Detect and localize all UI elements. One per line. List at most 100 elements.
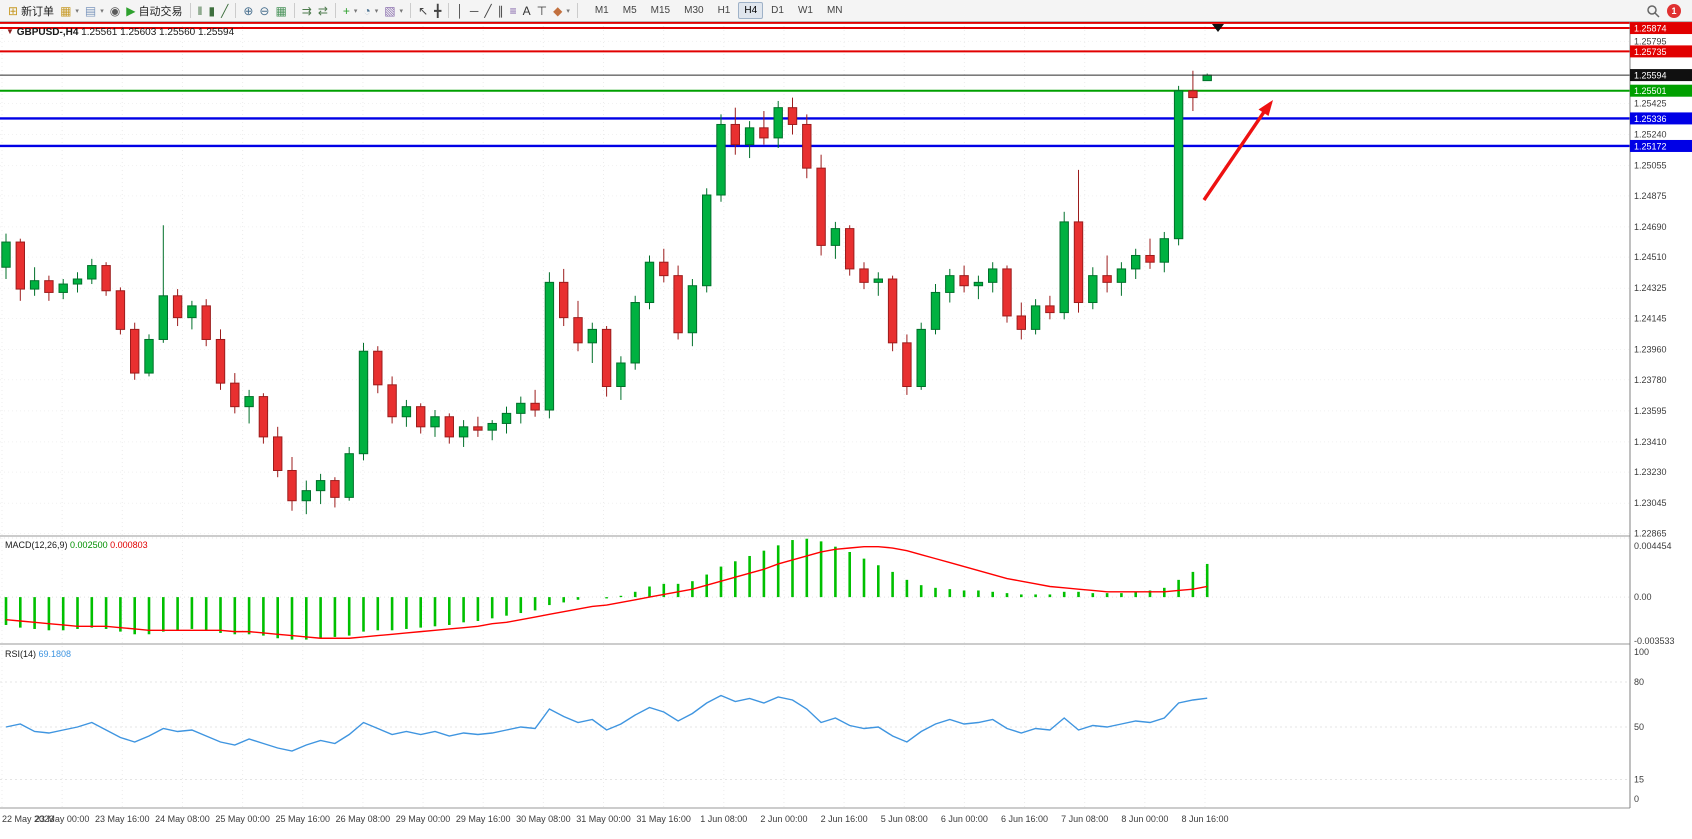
shapes-dropdown-icon[interactable]: ▾ — [566, 7, 570, 15]
chart-canvas[interactable]: 1.25795 1.25425 1.25240 1.25055 1.24875 1.246… — [0, 21, 1692, 839]
trendline-button[interactable]: ╱ — [481, 2, 494, 20]
timeframe-m30-button[interactable]: M30 — [684, 5, 704, 16]
timeframe-m15-button[interactable]: M15 — [650, 5, 671, 16]
price-tag: 1.25172 — [1630, 139, 1692, 152]
macd-signal-value: 0.000803 — [110, 540, 148, 550]
svg-text:100: 100 — [1634, 647, 1649, 657]
horizontal-line-icon: ─ — [469, 3, 479, 18]
zoom-out-button[interactable]: ⊖ — [256, 2, 272, 20]
svg-text:-0.003533: -0.003533 — [1634, 636, 1675, 646]
svg-text:6 Jun 00:00: 6 Jun 00:00 — [941, 814, 988, 824]
svg-text:1.25735: 1.25735 — [1634, 47, 1667, 57]
svg-text:1.23230: 1.23230 — [1634, 467, 1667, 477]
bar-chart-button[interactable]: ‖ — [195, 2, 206, 20]
notification-badge[interactable]: 1 — [1667, 3, 1681, 18]
periods-dropdown-icon[interactable]: ▾ — [374, 7, 379, 15]
timeframe-w1-button[interactable]: W1 — [797, 5, 813, 16]
svg-text:31 May 16:00: 31 May 16:00 — [636, 814, 691, 824]
timeframe-d1-button[interactable]: D1 — [771, 5, 784, 16]
auto-scroll-icon: ⇉ — [301, 3, 312, 18]
svg-text:1.22865: 1.22865 — [1634, 528, 1667, 538]
templates-button[interactable]: ▧ ▾ — [381, 2, 406, 20]
svg-text:1.23045: 1.23045 — [1634, 498, 1667, 508]
timeframe-mn-button[interactable]: MN — [826, 5, 843, 16]
svg-text:25 May 00:00: 25 May 00:00 — [215, 814, 270, 824]
profiles-button[interactable]: ▤ ▾ — [82, 2, 107, 20]
triangle-marker[interactable] — [1212, 24, 1224, 32]
zoom-out-icon: ⊖ — [259, 3, 270, 18]
tile-windows-button[interactable]: ▦ — [272, 2, 289, 20]
svg-text:29 May 00:00: 29 May 00:00 — [396, 814, 451, 824]
crosshair-button[interactable]: ╋ — [431, 2, 444, 20]
shapes-button[interactable]: ◆ ▾ — [550, 2, 573, 20]
symbol-collapse-icon[interactable]: ▼ — [6, 27, 14, 36]
chart-area[interactable]: 1.25795 1.25425 1.25240 1.25055 1.24875 1.246… — [0, 21, 1692, 839]
ohlc-open: 1.25561 — [81, 27, 118, 38]
indicators-button[interactable]: + ▾ — [340, 2, 361, 20]
text-button[interactable]: A — [520, 2, 534, 20]
toolbar-separator — [189, 3, 191, 18]
community-button[interactable]: ◉ — [107, 2, 123, 20]
zoom-in-icon: ⊕ — [243, 3, 254, 18]
candlestick-chart-icon: ▮ — [208, 3, 216, 18]
svg-text:8 Jun 16:00: 8 Jun 16:00 — [1181, 814, 1228, 824]
new-order-button[interactable]: ⊞ 新订单 — [5, 2, 57, 20]
indicators-dropdown-icon[interactable]: ▾ — [353, 7, 358, 15]
timeframe-h4-button[interactable]: H4 — [738, 2, 764, 19]
zoom-in-button[interactable]: ⊕ — [240, 2, 256, 20]
svg-text:6 Jun 16:00: 6 Jun 16:00 — [1001, 814, 1048, 824]
new-chart-dropdown-icon[interactable]: ▾ — [75, 7, 79, 15]
chart-shift-button[interactable]: ⇄ — [315, 2, 331, 20]
ohlc-low: 1.25560 — [159, 27, 196, 38]
timeframe-h1-button[interactable]: H1 — [717, 5, 731, 16]
search-button[interactable] — [1643, 2, 1663, 20]
templates-dropdown-icon[interactable]: ▾ — [399, 7, 404, 15]
candlestick-chart-button[interactable]: ▮ — [205, 2, 218, 20]
auto-scroll-button[interactable]: ⇉ — [299, 2, 315, 20]
svg-text:1.25055: 1.25055 — [1634, 161, 1667, 171]
bar-chart-icon: ‖ — [197, 3, 203, 18]
vertical-line-icon: │ — [456, 3, 464, 18]
fibonacci-icon: ≡ — [509, 3, 517, 18]
community-icon: ◉ — [109, 3, 121, 18]
symbol-name: GBPUSD-,H4 — [16, 27, 79, 38]
new-chart-button[interactable]: ▦ ▾ — [57, 2, 82, 20]
line-chart-button[interactable]: ╱ — [218, 2, 231, 20]
svg-text:1.25336: 1.25336 — [1634, 114, 1667, 124]
timeframe-m1-button[interactable]: M1 — [594, 5, 609, 16]
text-icon: A — [522, 3, 531, 18]
price-axis[interactable]: 1.25795 1.25425 1.25240 1.25055 1.24875 1.246… — [1629, 22, 1692, 839]
channel-button[interactable]: ∥ — [495, 2, 507, 20]
text-label-button[interactable]: ⊤ — [534, 2, 550, 20]
svg-text:1.23780: 1.23780 — [1634, 375, 1667, 385]
svg-text:0.004454: 0.004454 — [1634, 541, 1672, 551]
toolbar-separator — [293, 3, 295, 18]
toolbar-separator — [235, 3, 237, 18]
svg-text:8 Jun 00:00: 8 Jun 00:00 — [1121, 814, 1168, 824]
periods-button[interactable]: ◔ ▾ — [360, 2, 381, 20]
shapes-icon: ◆ — [553, 3, 563, 18]
svg-text:1.25172: 1.25172 — [1634, 141, 1667, 151]
svg-text:1.25874: 1.25874 — [1634, 24, 1667, 34]
svg-text:50: 50 — [1634, 722, 1644, 732]
svg-text:24 May 08:00: 24 May 08:00 — [155, 814, 210, 824]
timeframe-m5-button[interactable]: M5 — [622, 5, 637, 16]
arrow-annotation[interactable] — [1202, 100, 1273, 201]
svg-text:1.24875: 1.24875 — [1634, 191, 1667, 201]
ohlc-high: 1.25603 — [120, 27, 157, 38]
fibonacci-button[interactable]: ≡ — [507, 2, 520, 20]
horizontal-line-button[interactable]: ─ — [467, 2, 482, 20]
profiles-dropdown-icon[interactable]: ▾ — [100, 7, 104, 15]
indicators-icon: + — [342, 3, 350, 18]
svg-text:1.25795: 1.25795 — [1634, 36, 1667, 46]
svg-text:1 Jun 08:00: 1 Jun 08:00 — [700, 814, 747, 824]
auto-trading-button[interactable]: ▶ 自动交易 — [123, 2, 185, 20]
svg-text:2 Jun 16:00: 2 Jun 16:00 — [821, 814, 868, 824]
vertical-line-button[interactable]: │ — [453, 2, 467, 20]
svg-text:2 Jun 00:00: 2 Jun 00:00 — [760, 814, 807, 824]
rsi-value: 69.1808 — [38, 649, 72, 659]
cursor-button[interactable]: ↖ — [415, 2, 431, 20]
svg-text:1.23410: 1.23410 — [1634, 437, 1667, 447]
text-label-icon: ⊤ — [536, 3, 548, 18]
